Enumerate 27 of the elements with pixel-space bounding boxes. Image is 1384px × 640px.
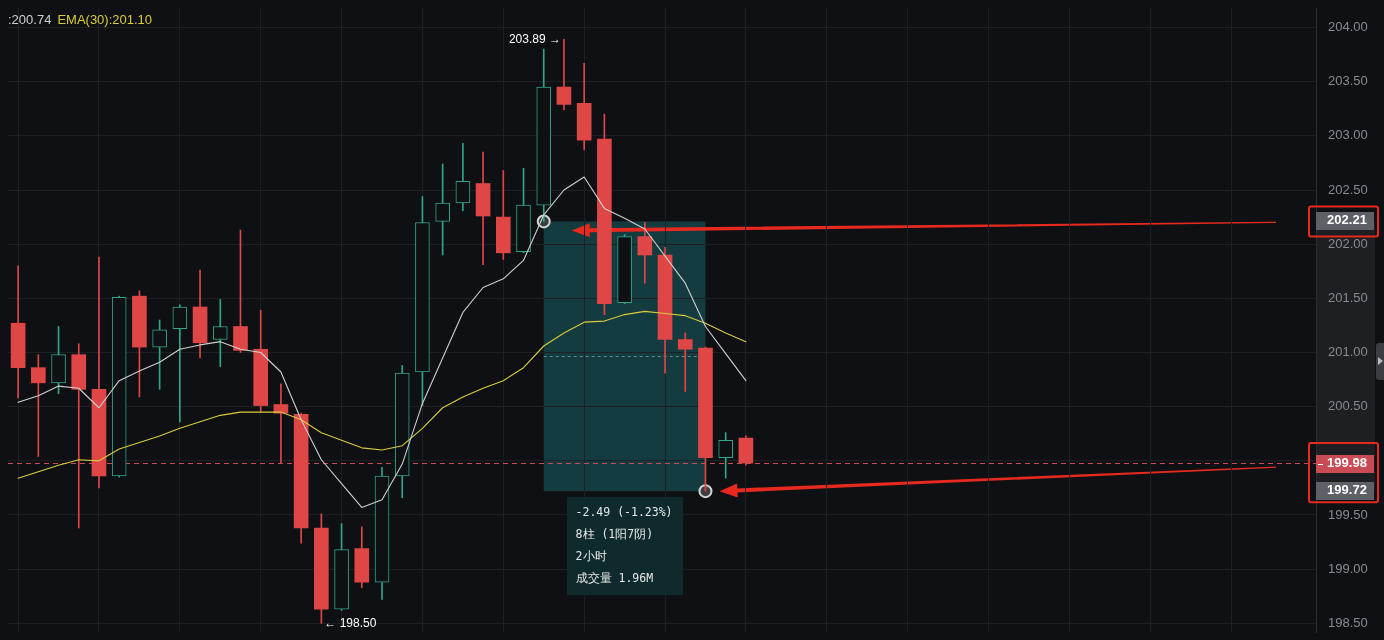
y-tick-label: 202.00 xyxy=(1328,235,1368,251)
y-tick-label: 200.50 xyxy=(1328,398,1368,414)
text: :200.74 xyxy=(8,12,52,27)
y-tick-label: 202.50 xyxy=(1328,181,1368,197)
y-tick-label: 201.50 xyxy=(1328,289,1368,305)
annotation: -2.49 (-1.23%) xyxy=(575,504,673,522)
y-tick-label: 203.00 xyxy=(1328,127,1368,143)
candlestick xyxy=(172,304,188,423)
candlestick xyxy=(556,39,572,111)
y-tick-label: 204.00 xyxy=(1328,19,1368,35)
y-tick-label: 199.00 xyxy=(1328,560,1368,576)
annotation: 2小时 xyxy=(575,548,608,566)
candlestick xyxy=(677,332,693,392)
candlestick xyxy=(31,354,46,457)
y-tick-label: 201.00 xyxy=(1328,344,1368,360)
candlestick xyxy=(212,299,228,367)
price-tag: 199.72 xyxy=(1316,482,1374,501)
price-tag: 202.21 xyxy=(1316,212,1374,231)
text: EMA(30):201.10 xyxy=(57,12,153,27)
annotation: 203.89 → xyxy=(508,31,561,46)
y-tick-label: 203.50 xyxy=(1328,73,1368,89)
annotation: 成交量 1.96M xyxy=(575,570,655,588)
candlestick xyxy=(71,343,87,529)
annotation: 8柱 (1阳7阴) xyxy=(575,526,655,544)
annotation: ← 198.50 xyxy=(324,615,377,630)
y-tick-label: 199.50 xyxy=(1328,506,1368,522)
y-tick-label: 198.50 xyxy=(1328,614,1368,630)
